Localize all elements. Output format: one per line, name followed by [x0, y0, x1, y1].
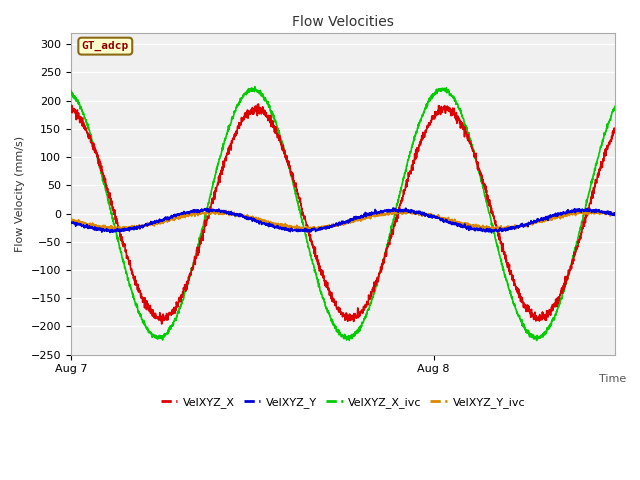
VelXYZ_X_ivc [67, 89, 75, 95]
VelXYZ_X_ivc [596, 149, 604, 155]
Line: VelXYZ_Y: VelXYZ_Y [71, 208, 615, 233]
VelXYZ_Y_ivc [332, 223, 340, 229]
VelXYZ_X_ivc [332, 324, 340, 329]
VelXYZ_X [611, 130, 619, 135]
VelXYZ_Y_ivc [95, 224, 102, 229]
VelXYZ_Y [67, 220, 75, 226]
VelXYZ_X [67, 103, 75, 109]
VelXYZ_Y [389, 205, 397, 211]
Text: GT_adcp: GT_adcp [82, 41, 129, 51]
VelXYZ_Y [596, 208, 604, 214]
VelXYZ_X_ivc [611, 104, 619, 109]
VelXYZ_Y [596, 208, 604, 214]
VelXYZ_X [317, 267, 325, 273]
VelXYZ_X_ivc [533, 337, 541, 343]
Line: VelXYZ_Y_ivc: VelXYZ_Y_ivc [71, 210, 615, 230]
VelXYZ_Y_ivc [596, 212, 604, 217]
Legend: VelXYZ_X, VelXYZ_Y, VelXYZ_X_ivc, VelXYZ_Y_ivc: VelXYZ_X, VelXYZ_Y, VelXYZ_X_ivc, VelXYZ… [156, 393, 530, 412]
Y-axis label: Flow Velocity (mm/s): Flow Velocity (mm/s) [15, 136, 25, 252]
Title: Flow Velocities: Flow Velocities [292, 15, 394, 29]
VelXYZ_X [255, 101, 262, 107]
VelXYZ_Y_ivc [496, 224, 504, 230]
VelXYZ_X [95, 161, 102, 167]
VelXYZ_X_ivc [596, 147, 604, 153]
VelXYZ_Y [317, 225, 325, 230]
Line: VelXYZ_X_ivc: VelXYZ_X_ivc [71, 87, 615, 340]
VelXYZ_X_ivc [251, 84, 259, 90]
VelXYZ_Y [496, 227, 504, 232]
VelXYZ_X_ivc [496, 252, 504, 258]
VelXYZ_Y [95, 226, 102, 232]
VelXYZ_Y [488, 230, 495, 236]
VelXYZ_Y_ivc [405, 207, 413, 213]
VelXYZ_X [158, 321, 166, 327]
VelXYZ_Y_ivc [317, 224, 325, 230]
VelXYZ_Y_ivc [67, 216, 75, 221]
VelXYZ_Y_ivc [596, 210, 604, 216]
VelXYZ_Y [611, 213, 619, 218]
VelXYZ_Y_ivc [611, 212, 619, 217]
VelXYZ_X_ivc [317, 289, 325, 295]
VelXYZ_X [596, 167, 604, 173]
VelXYZ_Y_ivc [120, 228, 127, 233]
VelXYZ_X [496, 237, 504, 242]
VelXYZ_Y [332, 222, 339, 228]
VelXYZ_X [596, 168, 604, 174]
VelXYZ_X [332, 299, 340, 304]
Line: VelXYZ_X: VelXYZ_X [71, 104, 615, 324]
VelXYZ_X_ivc [95, 161, 102, 167]
Text: Time: Time [598, 374, 626, 384]
